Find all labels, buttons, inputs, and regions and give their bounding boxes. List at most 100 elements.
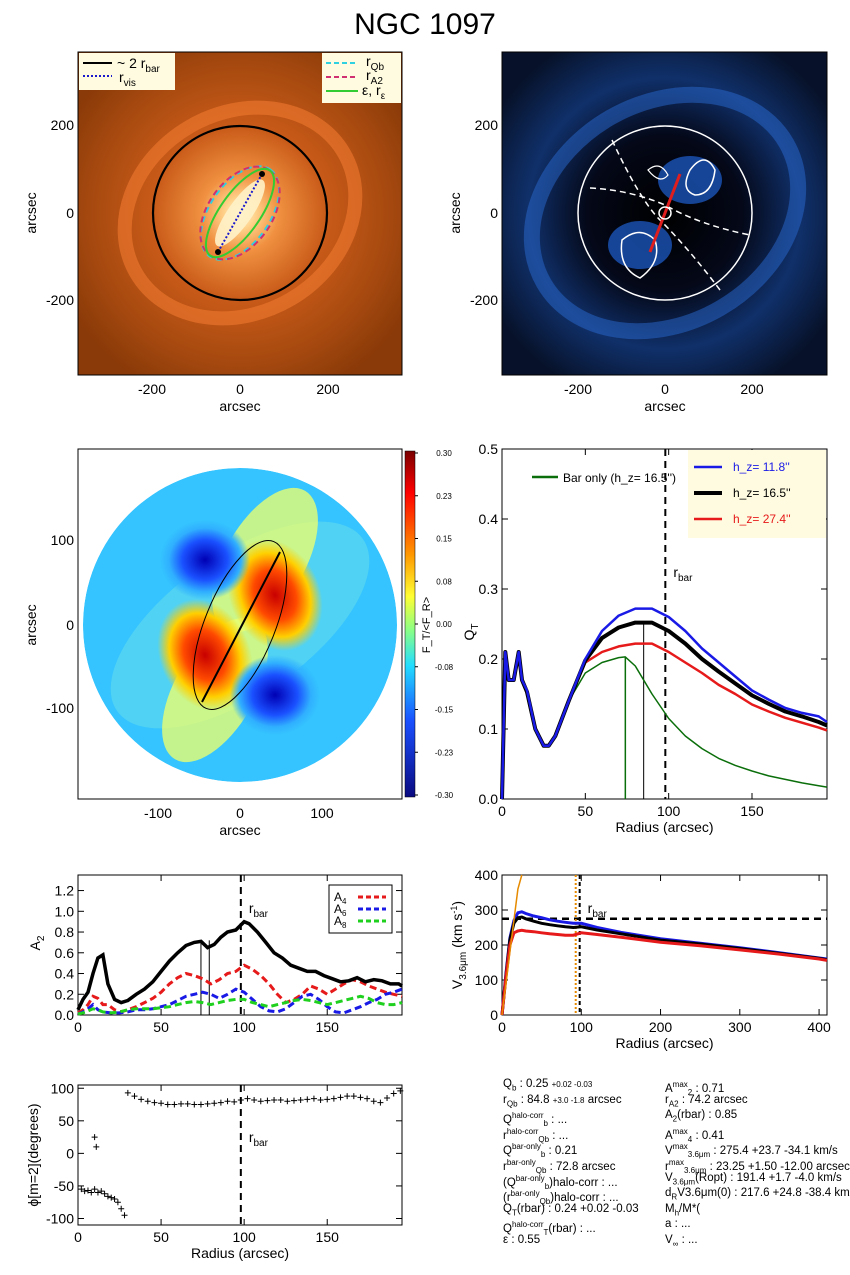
x-tick-label: 100 bbox=[570, 1019, 594, 1035]
x-tick-label: 150 bbox=[316, 1229, 340, 1245]
phase-point bbox=[101, 1190, 108, 1197]
series-line bbox=[500, 607, 828, 800]
series-line bbox=[77, 994, 403, 1016]
y-tick-label: -50 bbox=[54, 1178, 74, 1194]
y-tick-label: -100 bbox=[46, 1210, 74, 1226]
phase-point bbox=[131, 1093, 138, 1100]
param-row: (Qbar-onlyb)halo-corr : ... bbox=[503, 1173, 618, 1191]
y-axis-label: ϕ[m=2](degrees) bbox=[25, 1103, 41, 1206]
x-tick-label: 100 bbox=[232, 1229, 256, 1245]
param-row: QT(rbar) : 0.24 +0.02 -0.03 bbox=[503, 1202, 639, 1218]
legend-entry: h_z= 27.4'' bbox=[733, 512, 791, 526]
p3-xtick: 0 bbox=[236, 805, 244, 821]
figure-title: NGC 1097 bbox=[354, 8, 496, 41]
phase-point bbox=[94, 1189, 101, 1196]
phase-point bbox=[81, 1188, 88, 1195]
param-row: V∞ : ... bbox=[665, 1233, 698, 1249]
x-axis-label: Radius (arcsec) bbox=[191, 1245, 289, 1261]
phase-point bbox=[118, 1205, 125, 1212]
colorbar-tick-label: 0.00 bbox=[436, 620, 452, 629]
p3-xlabel: arcsec bbox=[219, 822, 260, 838]
y-tick-label: 0.5 bbox=[479, 441, 499, 457]
phase-point bbox=[88, 1189, 95, 1196]
p2-xlabel: arcsec bbox=[644, 398, 685, 414]
p3-xtick: -100 bbox=[144, 805, 172, 821]
param-row: V3.6μm(Ropt) : 191.4 +1.7 -4.0 km/s bbox=[665, 1171, 842, 1186]
y-tick-label: 100 bbox=[475, 972, 499, 988]
phase-point bbox=[151, 1099, 158, 1106]
phase-point bbox=[271, 1096, 278, 1103]
param-row: Qbar-onlyb : 0.21 bbox=[503, 1142, 578, 1160]
p2-xtick: -200 bbox=[564, 381, 592, 397]
phase-point bbox=[277, 1096, 284, 1103]
colorbar-tick-label: -0.30 bbox=[435, 791, 454, 800]
p1-xtick: -200 bbox=[138, 381, 166, 397]
param-row: Mh/M*( bbox=[665, 1202, 701, 1218]
series-line bbox=[500, 915, 828, 1016]
x-tick-label: 400 bbox=[807, 1019, 831, 1035]
rbar-label: rbar bbox=[249, 900, 269, 920]
p2-ytick: -200 bbox=[470, 292, 498, 308]
phase-point bbox=[390, 1090, 397, 1097]
phase-point bbox=[211, 1100, 218, 1107]
p3-ytick: 100 bbox=[51, 532, 75, 548]
p3-ytick: -100 bbox=[46, 700, 74, 716]
x-axis-label: Radius (arcsec) bbox=[615, 1035, 713, 1051]
colorbar-tick-label: -0.23 bbox=[435, 748, 454, 757]
phase-point bbox=[330, 1095, 337, 1102]
phase-point bbox=[364, 1095, 371, 1102]
series-line bbox=[77, 987, 403, 1016]
x-tick-label: 50 bbox=[153, 1229, 169, 1245]
param-row: Amax2 : 0.71 bbox=[665, 1080, 725, 1098]
phase-point bbox=[108, 1194, 115, 1201]
legend-eps: ε, rε bbox=[362, 82, 386, 102]
legend-ra2: rA2 bbox=[366, 67, 383, 87]
phase-point bbox=[237, 1096, 244, 1103]
phase-point bbox=[337, 1094, 344, 1101]
two-rbar-circle bbox=[151, 124, 329, 302]
p1-ylabel: arcsec bbox=[23, 192, 39, 233]
phase-point bbox=[350, 1093, 357, 1100]
phase-point bbox=[344, 1093, 351, 1100]
phase-point bbox=[244, 1095, 251, 1102]
legend-bar-only: Bar only (h_z= 16.5'') bbox=[563, 471, 676, 485]
p3-ylabel: arcsec bbox=[23, 604, 39, 645]
phase-point bbox=[144, 1098, 151, 1105]
param-row: Amax4 : 0.41 bbox=[665, 1126, 725, 1144]
phase-point bbox=[377, 1099, 384, 1106]
legend-entry: h_z= 11.8'' bbox=[733, 460, 790, 474]
y-tick-label: 50 bbox=[58, 1113, 74, 1129]
p2-xtick: 0 bbox=[661, 381, 669, 397]
x-tick-label: 300 bbox=[728, 1019, 752, 1035]
y-tick-label: 0.0 bbox=[55, 1007, 75, 1023]
rbar-label: rbar bbox=[673, 564, 693, 584]
y-tick-label: 300 bbox=[475, 902, 499, 918]
colorbar-label: F_T/<F_R> bbox=[421, 597, 433, 653]
param-row: dRV3.6μm(0) : 217.6 +24.8 -38.4 km/s/kpc bbox=[665, 1187, 850, 1202]
param-row: rmax3.6μm : 23.25 +1.50 -12.00 arcsec bbox=[665, 1157, 850, 1176]
param-row: rA2 : 74.2 arcsec bbox=[665, 1093, 748, 1108]
phase-point bbox=[224, 1098, 231, 1105]
colorbar-tick-label: -0.08 bbox=[435, 663, 454, 672]
p1-ytick: 200 bbox=[51, 117, 75, 133]
param-row: a : ... bbox=[665, 1218, 691, 1231]
phase-point bbox=[184, 1100, 191, 1107]
y-tick-label: 200 bbox=[475, 937, 499, 953]
x-tick-label: 50 bbox=[578, 803, 594, 819]
x-tick-label: 0 bbox=[74, 1229, 82, 1245]
y-tick-label: 0.4 bbox=[55, 966, 75, 982]
phase-point bbox=[91, 1186, 98, 1193]
phase-point bbox=[91, 1134, 98, 1141]
galaxy-image-panel: ~ 2 rbar rvis rQb rA2 ε, rε -200 0 200 -… bbox=[23, 51, 403, 414]
legend-2rbar: ~ 2 rbar bbox=[117, 55, 161, 75]
y-tick-label: 0.2 bbox=[55, 986, 75, 1002]
y-tick-label: 0.3 bbox=[479, 581, 499, 597]
force-map-panel: 0.30 0.23 0.15 0.08 0.00 -0.08 -0.15 -0.23 -0.30… bbox=[23, 448, 454, 838]
phase-point bbox=[264, 1097, 271, 1104]
parameters-left: Qb : 0.25 +0.02 -0.03 rQb : 84.8 +3.0 -1.… bbox=[503, 1077, 639, 1249]
phase-point bbox=[84, 1187, 91, 1194]
param-row: (rbar-onlyQb)halo-corr : ... bbox=[503, 1189, 619, 1207]
phase-point bbox=[297, 1096, 304, 1103]
rbar-label: rbar bbox=[249, 1129, 269, 1149]
